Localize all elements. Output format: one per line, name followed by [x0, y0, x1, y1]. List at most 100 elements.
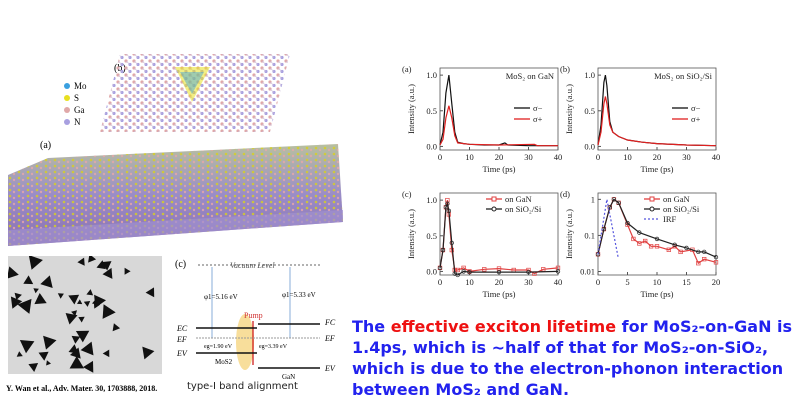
data-marker [455, 272, 460, 278]
triangle-flake [40, 275, 53, 288]
data-marker [482, 267, 487, 272]
mos2-label: MoS2 [215, 358, 233, 366]
data-marker [555, 269, 561, 274]
series-line-1 [597, 198, 717, 258]
triangle-flake [33, 288, 39, 294]
data-marker [654, 244, 660, 249]
panel-label: (a) [402, 64, 412, 74]
vacuum-level-label: Vacuum Level [230, 261, 275, 270]
legend-marker [491, 206, 497, 212]
legend-marker [491, 196, 497, 202]
band-panel-label: (c) [175, 259, 186, 270]
x-axis-label: Time (ps) [641, 289, 674, 299]
legend-label: N [74, 117, 81, 127]
triangle-flake [112, 323, 121, 332]
atom-legend: Mo S Ga N [64, 80, 87, 128]
ev-label: EV [176, 349, 188, 358]
data-marker [713, 260, 719, 265]
triangle-flake [19, 340, 35, 354]
triangle-flake [77, 257, 85, 266]
triangle-flake [16, 351, 23, 357]
y-axis-label: Intensity (a.u.) [406, 209, 416, 259]
x-tick-label: 30 [524, 277, 533, 287]
data-marker [443, 205, 449, 210]
x-tick-label: 30 [524, 152, 533, 162]
data-marker [446, 208, 451, 213]
data-marker [449, 240, 454, 246]
data-marker [631, 236, 636, 242]
triangle-flake [10, 296, 23, 309]
x-tick-label: 5 [625, 277, 629, 287]
x-tick-label: 20 [495, 277, 504, 287]
x-tick-label: 40 [712, 152, 721, 162]
legend-label: Ga [74, 105, 85, 115]
triangle-flake [83, 360, 94, 373]
panel-label: (d) [560, 189, 570, 199]
triangle-flake [70, 347, 81, 359]
legend-label: σ− [691, 103, 701, 113]
legend-label: σ− [533, 103, 543, 113]
triangle-flake [14, 292, 22, 300]
triangle-flake [75, 330, 90, 343]
gan-gap: eg=3.39 eV [259, 344, 288, 350]
triangle-flake [101, 261, 112, 271]
legend-label: σ+ [691, 114, 701, 124]
legend-item-n: N [64, 116, 87, 128]
triangle-flake [46, 360, 51, 366]
chart-a: (a) 0 10 20 30 40 0.0 0.5 1.0 Time (ps) Intensity … [402, 64, 563, 174]
x-tick-label: 0 [438, 277, 442, 287]
x-tick-label: 40 [554, 152, 563, 162]
x-tick-label: 20 [712, 277, 721, 287]
y-axis-label: Intensity (a.u.) [406, 84, 416, 134]
mos2-gan-surface-image [8, 144, 343, 246]
data-marker [666, 247, 671, 252]
x-tick-label: 0 [438, 152, 442, 162]
series-line-2 [597, 199, 619, 258]
triangle-flake [77, 299, 83, 305]
legend-label: IRF [663, 214, 677, 224]
y-tick-label: 1 [591, 194, 595, 204]
triangle-flake [38, 351, 49, 361]
data-marker [611, 197, 617, 202]
legend-label: on GaN [663, 194, 690, 204]
sem-triangle-flakes-image [8, 256, 162, 374]
claim-part: The [352, 317, 391, 336]
chart-d: (d) 0 5 10 15 20 0.01 0.1 1 Time (ps) Intensity (a… [560, 189, 721, 299]
atom-dot-icon [64, 95, 70, 101]
atom-dot-icon [64, 83, 70, 89]
triangle-flake [57, 293, 64, 299]
triangle-flake [71, 335, 81, 344]
pump-label: Pump [244, 311, 263, 320]
claim-highlight: effective exciton lifetime [390, 317, 617, 336]
triangle-flake [102, 304, 116, 319]
atom-dot-icon [64, 119, 70, 125]
data-marker [713, 254, 719, 260]
data-marker [643, 238, 648, 244]
data-marker [637, 230, 642, 235]
triangle-flake [68, 294, 80, 305]
data-marker [678, 249, 683, 255]
y-tick-label: 0.5 [584, 106, 595, 116]
data-marker [684, 245, 689, 251]
y-axis-label: Intensity (a.u.) [564, 84, 574, 134]
panel-label: (c) [402, 189, 412, 199]
data-marker [541, 267, 546, 272]
x-axis-label: Time (ps) [483, 289, 516, 299]
legend-marker [649, 196, 655, 202]
triangle-flake [145, 287, 155, 298]
data-marker [467, 269, 472, 275]
chart-title: MoS₂ on SiO₂/Si [654, 71, 713, 81]
x-tick-label: 20 [653, 152, 662, 162]
gan-work-function: φ1=5.33 eV [282, 291, 316, 299]
ef-right-label: EF [324, 334, 335, 343]
triangle-flake [17, 298, 32, 314]
band-alignment-diagram: (c) Vacuum Level φ1=5.16 eV φ1=5.33 eV P… [175, 259, 336, 381]
triangle-flake [80, 341, 94, 356]
triangle-flake [78, 316, 85, 323]
y-tick-label: 0.0 [426, 266, 437, 276]
triangle-flake [31, 257, 37, 263]
data-marker [461, 269, 466, 274]
gan-label: GaN [282, 373, 295, 381]
triangle-flake [102, 267, 113, 279]
